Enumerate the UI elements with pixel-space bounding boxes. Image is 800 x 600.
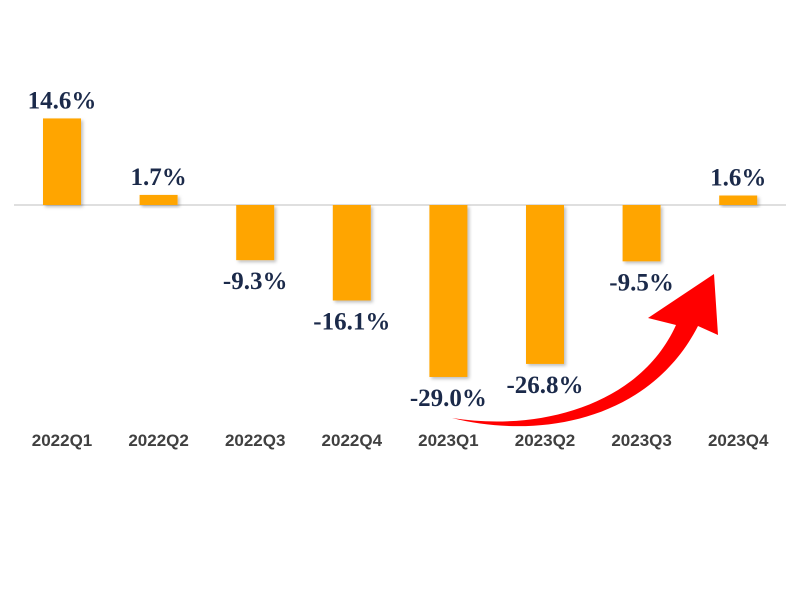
data-label: 14.6% <box>28 87 97 114</box>
x-tick-label: 2022Q2 <box>128 431 189 450</box>
x-tick-label: 2022Q4 <box>322 431 383 450</box>
bar-2023Q3 <box>622 205 661 262</box>
x-tick-label: 2022Q3 <box>225 431 286 450</box>
x-tick-label: 2023Q2 <box>515 431 576 450</box>
bar-2023Q2 <box>526 205 564 364</box>
data-label: -9.5% <box>609 269 674 296</box>
bar-2022Q1 <box>43 118 81 205</box>
trend-arrow <box>452 274 718 427</box>
data-label: 1.7% <box>130 164 186 191</box>
bar-2022Q4 <box>332 205 371 301</box>
bar-2023Q4 <box>719 195 758 205</box>
bar-2022Q3 <box>236 205 275 261</box>
data-label: -9.3% <box>223 268 288 295</box>
data-label: 1.6% <box>710 165 766 192</box>
data-label: -26.8% <box>506 372 583 399</box>
x-tick-label: 2023Q4 <box>708 431 769 450</box>
bar-2023Q1 <box>429 205 468 377</box>
data-label: -29.0% <box>410 385 487 412</box>
x-tick-label: 2023Q3 <box>611 431 672 450</box>
x-tick-label: 2022Q1 <box>32 431 93 450</box>
x-tick-label: 2023Q1 <box>418 431 479 450</box>
data-label: -16.1% <box>313 308 390 335</box>
bar-2022Q2 <box>139 194 178 205</box>
